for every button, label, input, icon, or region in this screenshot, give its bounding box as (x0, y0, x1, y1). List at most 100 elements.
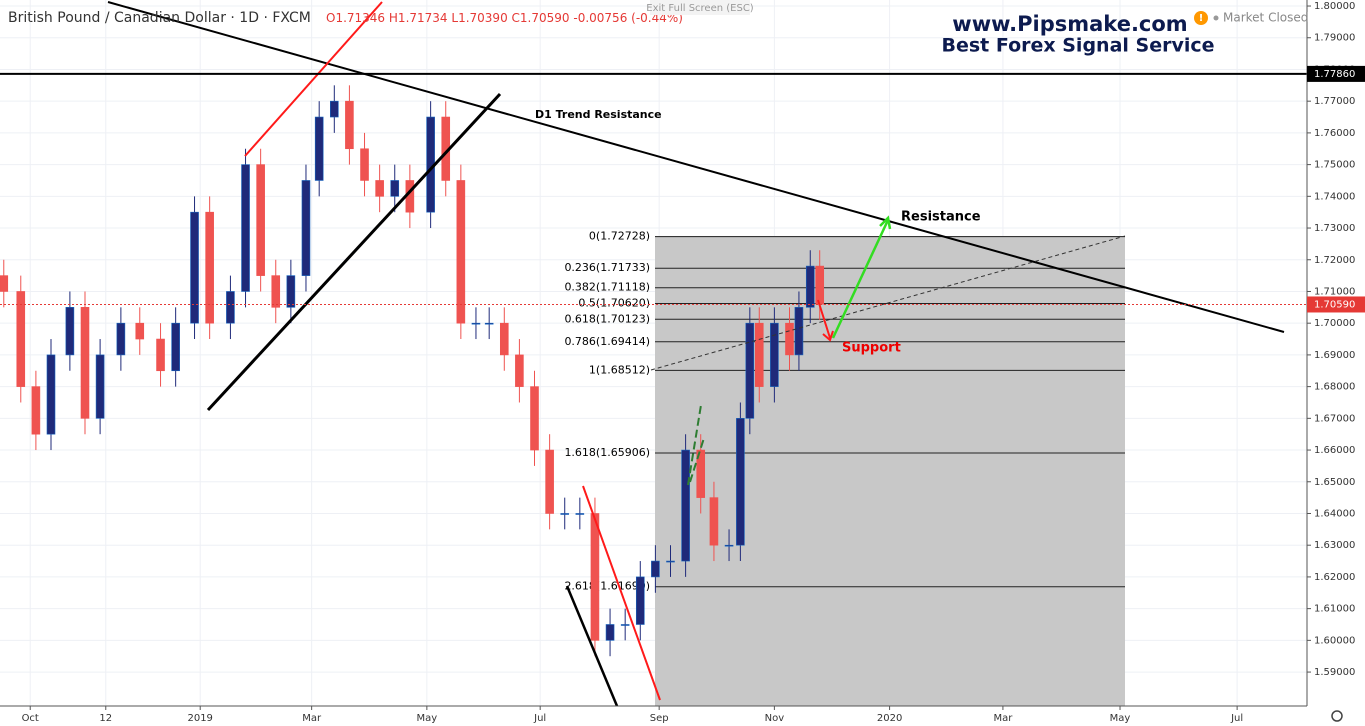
candle-body (256, 164, 265, 276)
candle-body (754, 322, 764, 387)
trend-line (687, 404, 702, 486)
level-label-bg (1307, 65, 1365, 82)
fib-label: 0.5(1.70620) (578, 297, 650, 310)
candle-body (31, 386, 41, 435)
x-tick-label: Jul (533, 713, 546, 724)
y-tick-label: 1.76000 (1314, 128, 1355, 139)
y-tick-label: 1.71000 (1314, 286, 1355, 297)
y-tick-label: 1.80000 (1314, 1, 1355, 12)
y-tick-label: 1.73000 (1314, 223, 1355, 234)
candle-body (575, 513, 585, 515)
fib-label: 0.382(1.71118) (564, 281, 650, 294)
axes: 1.800001.790001.780001.770001.760001.750… (22, 1, 1365, 724)
ohlc-open: O1.71346 (326, 11, 385, 25)
candle-body (301, 180, 311, 276)
y-tick-label: 1.67000 (1314, 413, 1355, 424)
y-tick-label: 1.75000 (1314, 160, 1355, 171)
y-axis-area (1307, 0, 1365, 726)
fib-label: 0(1.72728) (589, 230, 650, 243)
candle-body (785, 322, 794, 356)
y-tick-label: 1.64000 (1314, 508, 1355, 519)
fullscreen-hint[interactable]: Exit Full Screen (ESC) (646, 3, 754, 14)
y-tick-label: 1.72000 (1314, 255, 1355, 266)
fib-label: 1.618(1.65906) (564, 446, 650, 459)
candle-body (696, 449, 706, 498)
x-tick-label: Oct (22, 713, 39, 724)
annotation: Resistance (901, 210, 981, 225)
candle-body (635, 576, 645, 625)
candle-body (770, 322, 779, 387)
fib-label: 0.236(1.71733) (564, 261, 650, 274)
candle-body (135, 322, 145, 340)
fib-levels: 0(1.72728) 0.236(1.71733) 0.382(1.71118) 0.… (564, 230, 1125, 593)
candle-body (805, 265, 815, 308)
candle-body (390, 180, 400, 197)
arrow-head (822, 330, 834, 342)
candle-body (95, 354, 105, 419)
candle-body (156, 338, 165, 372)
candle-body (620, 624, 630, 626)
ohlc-low: L1.70390 (451, 11, 507, 25)
y-tick-label: 1.62000 (1314, 572, 1355, 583)
trend-line (107, 1, 1285, 333)
candle-body (345, 100, 354, 150)
trend-line (650, 235, 1126, 371)
status-dot (1213, 15, 1219, 21)
candle-body (560, 513, 570, 515)
levels (0, 72, 1307, 305)
candle-body (314, 116, 324, 181)
candle-body (190, 211, 199, 324)
price-label: 1.70590 (1314, 299, 1355, 310)
ohlc-change: -0.00756 (573, 11, 627, 25)
y-tick-label: 1.59000 (1314, 667, 1355, 678)
candle-body (815, 265, 825, 305)
x-tick-label: May (1110, 713, 1131, 724)
trend-line (206, 92, 502, 412)
x-axis-area (0, 706, 1307, 726)
candle-body (205, 211, 214, 324)
fib-label: 0.786(1.69414) (564, 335, 650, 348)
candle-body (471, 322, 481, 325)
candle-body (530, 386, 539, 451)
candle-body (46, 354, 56, 435)
annotation: Support (842, 341, 901, 356)
trend-line (565, 585, 619, 707)
candle-body (724, 544, 734, 547)
y-tick-label: 1.61000 (1314, 604, 1355, 615)
fib-label: 2.618(1.61690) (564, 580, 650, 593)
candle-body (545, 449, 554, 514)
candle-body (666, 560, 675, 563)
candle-body (16, 291, 26, 387)
trend-line (582, 485, 661, 701)
candle-body (590, 513, 600, 641)
candle-body (794, 307, 804, 356)
ohlc-high: H1.71734 (389, 11, 448, 25)
candle-body (116, 322, 126, 356)
y-tick-label: 1.74000 (1314, 191, 1355, 202)
candle-body (651, 560, 660, 578)
x-tick-label: Sep (650, 713, 669, 724)
status-icon-mark: ! (1199, 13, 1204, 24)
candle-body (241, 164, 250, 292)
annotation: D1 Trend Resistance (535, 108, 662, 121)
watermark-tagline: Best Forex Signal Service (941, 35, 1214, 57)
y-tick-label: 1.63000 (1314, 540, 1355, 551)
fib-box (655, 236, 1125, 706)
fib-label: 0.618(1.70123) (564, 312, 650, 325)
x-tick-label: 2019 (187, 713, 212, 724)
x-tick-label: Jul (1230, 713, 1243, 724)
x-tick-label: 2020 (877, 713, 902, 724)
price-label-bg (1307, 296, 1365, 313)
candle-body (681, 449, 690, 562)
candle-body (226, 291, 235, 324)
candle-body (330, 100, 339, 118)
candle-body (709, 497, 719, 546)
ohlc-close: C1.70590 (512, 11, 570, 25)
candle-body (736, 418, 745, 546)
settings-icon[interactable] (1331, 710, 1343, 722)
x-tick-label: May (417, 713, 438, 724)
y-tick-label: 1.65000 (1314, 477, 1355, 488)
x-tick-label: 12 (99, 713, 112, 724)
trend-line (244, 1, 383, 157)
y-tick-label: 1.70000 (1314, 318, 1355, 329)
